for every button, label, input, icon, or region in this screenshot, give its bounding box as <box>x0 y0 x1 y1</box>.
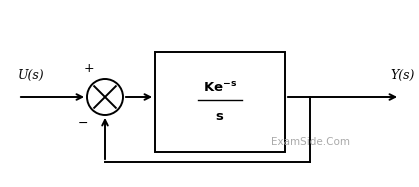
Text: U(s): U(s) <box>18 68 45 82</box>
Text: $\mathbf{s}$: $\mathbf{s}$ <box>215 110 225 122</box>
Text: $\mathbf{Ke^{-s}}$: $\mathbf{Ke^{-s}}$ <box>203 81 237 95</box>
Text: +: + <box>84 62 94 75</box>
Text: −: − <box>78 117 88 130</box>
Text: Y(s): Y(s) <box>390 68 414 82</box>
Bar <box>155 52 285 152</box>
Text: ExamSide.Com: ExamSide.Com <box>271 137 349 147</box>
